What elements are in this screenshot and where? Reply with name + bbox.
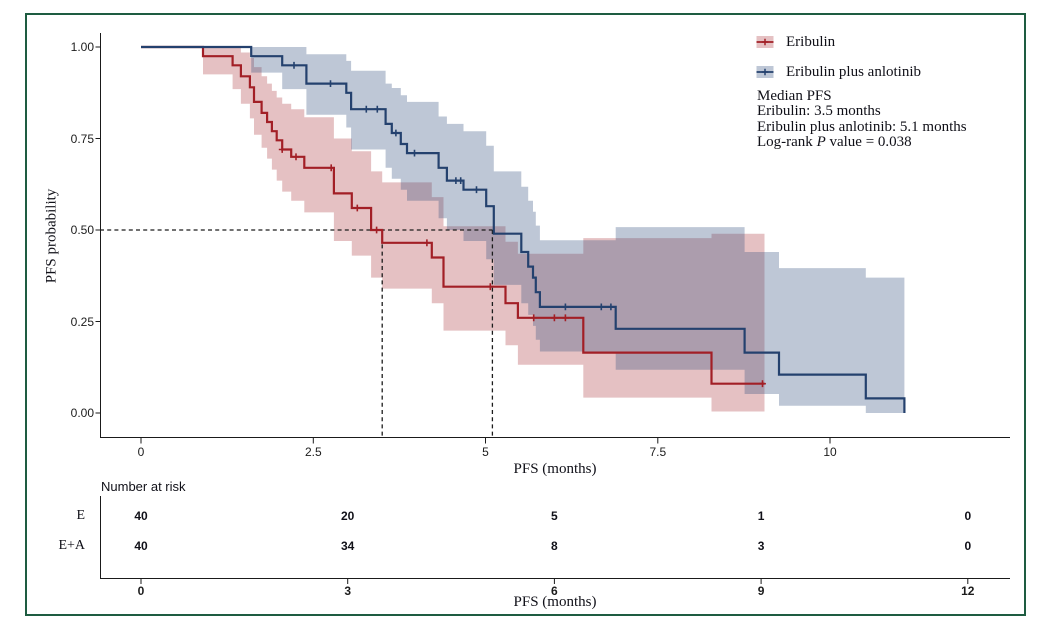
y-tick-label: 0.00 (70, 406, 94, 420)
censor-plus-icon (353, 204, 361, 212)
censor-plus-icon (327, 80, 334, 87)
legend-label-eribulin: Eribulin (786, 34, 836, 50)
risk-table-x-axis-title: PFS (months) (513, 594, 597, 610)
risk-table-header: Number at risk (101, 479, 186, 494)
risk-count: 0 (964, 509, 972, 523)
x-tick-label: 2.5 (304, 445, 322, 459)
x-tick-label: 0 (137, 445, 145, 459)
censor-plus-icon (392, 129, 400, 137)
legend-key-eribulin (756, 36, 774, 48)
risk-x-tick-label: 6 (551, 584, 558, 598)
risk-count: 1 (757, 509, 765, 523)
risk-x-tick-label: 0 (137, 584, 145, 598)
risk-count: 5 (551, 509, 558, 523)
annotation-title: Median PFS (757, 88, 832, 104)
figure-border (25, 13, 1026, 616)
risk-x-tick-label: 12 (961, 584, 975, 598)
censor-plus-icon (411, 149, 418, 157)
annotation-logrank: Log-rank P value = 0.038 (757, 134, 912, 151)
censor-plus-icon (486, 283, 494, 291)
censor-plus-icon (597, 303, 605, 311)
risk-x-tick-label: 9 (757, 584, 765, 598)
km-curve-eribulin-plus-anlotinib (141, 45, 906, 413)
censor-plus-icon (373, 226, 380, 234)
censor-plus-icon (759, 380, 766, 388)
annotation-median-eribulin: Eribulin: 3.5 months (757, 103, 881, 120)
censor-plus-icon (607, 303, 615, 311)
legend-censor-plus-icon (761, 38, 769, 46)
x-tick-label: 10 (823, 445, 837, 459)
x-axis-title: PFS (months) (513, 461, 597, 477)
censor-plus-icon (327, 164, 335, 172)
censor-plus-icon (278, 146, 286, 153)
axes (95, 33, 1010, 584)
censor-plus-icon (562, 314, 569, 322)
risk-count: 40 (134, 539, 148, 553)
risk-count: 20 (341, 509, 355, 523)
ci-band-eribulin-plus-anlotinib (141, 47, 905, 413)
y-tick-label: 0.50 (70, 223, 94, 237)
censor-plus-icon (362, 105, 370, 113)
legend-label-eribulin-plus-anlotinib: Eribulin plus anlotinib (786, 64, 921, 80)
risk-x-tick-label: 3 (344, 584, 352, 598)
legend-censor-plus-icon (761, 68, 769, 76)
annotation-median-combo: Eribulin plus anlotinib: 5.1 months (757, 118, 967, 135)
censor-plus-icon (373, 105, 381, 113)
censor-marks-eribulin-plus-anlotinib (290, 61, 615, 311)
y-tick-label: 0.75 (70, 131, 94, 146)
legend-key-eribulin-plus-anlotinib (756, 66, 774, 78)
risk-count: 8 (551, 539, 558, 553)
censor-plus-icon (423, 239, 431, 247)
median-guide-lines (100, 229, 494, 437)
legend-swatches (756, 36, 774, 78)
confidence-bands (141, 47, 905, 413)
risk-count: 40 (134, 509, 148, 523)
y-tick-label: 0.25 (70, 314, 94, 329)
risk-row-label-e-a: E+A (58, 538, 85, 553)
risk-count: 3 (757, 539, 765, 553)
censor-plus-icon (530, 314, 538, 322)
y-tick-label: 1.00 (70, 40, 94, 54)
risk-count: 34 (341, 539, 355, 553)
censor-plus-icon (551, 314, 558, 322)
risk-count: 0 (964, 539, 972, 553)
ci-band-eribulin (141, 47, 765, 412)
censor-plus-icon (457, 177, 465, 184)
censor-plus-icon (292, 153, 300, 161)
risk-row-label-e: E (76, 508, 85, 523)
median-pfs-annotation: Median PFS Eribulin: 3.5 months Eribulin… (757, 88, 967, 151)
censor-plus-icon (290, 61, 298, 69)
x-tick-label: 7.5 (649, 445, 667, 459)
x-tick-label: 5 (482, 445, 489, 459)
censor-plus-icon (562, 303, 569, 311)
censor-marks-eribulin (278, 146, 766, 388)
censor-plus-icon (473, 186, 480, 194)
